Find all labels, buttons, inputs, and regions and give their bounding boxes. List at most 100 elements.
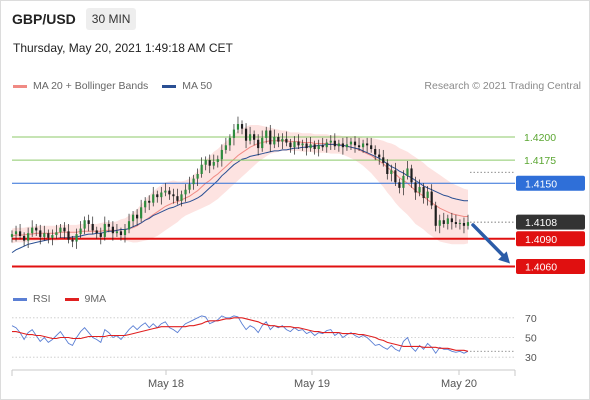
timeframe-badge[interactable]: 30 MIN [85,8,137,30]
candle-body [79,228,82,235]
legend-item-bollinger: MA 20 + Bollinger Bands [13,80,148,92]
candle-body [43,233,46,237]
support-label: 1.4090 [525,234,557,246]
legend-label-bollinger: MA 20 + Bollinger Bands [33,80,149,92]
pivot-label: 1.4150 [525,178,557,190]
candle-body [402,175,405,188]
candle-body [321,145,324,148]
resistance-label: 1.4175 [524,155,556,167]
candle-body [148,200,151,203]
candle-body [414,182,417,193]
candle-body [212,161,215,166]
support-label: 1.4060 [525,262,557,274]
candle-body [39,230,42,237]
candle-body [462,223,466,226]
candle-body [450,218,453,223]
candle-body [281,138,284,142]
candle-body [47,233,50,238]
projection-arrow-head [498,251,510,264]
chart-header: GBP/USD 30 MIN [12,8,137,30]
candle-body [87,220,90,224]
candle-body [83,220,86,229]
candle-body [35,227,38,231]
candle-body [349,141,353,145]
candle-body [394,170,397,183]
candle-body [382,157,385,163]
candle-body [329,140,332,143]
research-credit: Research © 2021 Trading Central [424,80,581,92]
support-tag [516,231,585,247]
candle-body [410,168,413,183]
candle-body [99,233,102,237]
candle-body [152,194,155,203]
candle-body [51,235,54,238]
candle-body [111,226,114,234]
symbol-title: GBP/USD [12,11,76,27]
candle-body [224,145,227,150]
candle-body [341,143,345,148]
candle-body [317,145,320,150]
candle-body [269,130,272,145]
candle-body [248,134,252,141]
legend-item-rsi: RSI [13,293,51,305]
candle-body [168,190,171,195]
candle-body [140,207,143,219]
candle-body [438,220,441,226]
candle-body [131,214,135,222]
candle-body [232,129,236,138]
candle-body [466,222,470,226]
candle-body [261,137,264,149]
ma50-swatch [162,84,177,88]
candle-body [172,194,175,197]
candle-body [345,144,349,148]
bollinger-swatch [13,84,27,88]
candle-body [164,190,167,193]
candle-body [297,141,300,146]
candle-body [285,138,288,143]
candle-body [220,149,223,160]
candle-body [208,160,211,166]
candle-body [257,139,260,149]
candle-body [71,239,74,242]
candle-body [216,159,219,162]
candle-body [59,227,62,233]
candle-body [240,124,244,129]
support-tag [516,259,585,274]
candle-body [442,220,445,224]
candle-body [244,128,248,141]
rsi-tick-label: 30 [525,352,537,364]
candle-body [337,143,340,147]
projection-arrow-shaft [471,223,508,261]
candle-body [366,143,369,146]
candle-body [434,205,437,226]
candle-body [107,223,110,227]
candle-body [390,170,393,174]
x-axis-tick-label: May 18 [148,378,184,390]
resistance-label: 1.4200 [524,132,556,144]
price-legend: MA 20 + Bollinger Bands MA 50 [13,80,226,92]
candle-body [103,223,106,237]
candle-body [14,231,18,235]
candle-body [313,144,316,150]
candle-body [446,218,449,224]
rsi-tick-label: 50 [525,333,537,345]
candle-body [192,178,195,185]
rsi-line [11,315,469,354]
x-axis-tick-label: May 19 [294,378,330,390]
candle-body [289,142,292,148]
candle-body [156,194,159,198]
candle-body [228,137,232,146]
candle-body [265,130,268,138]
candle-body [253,134,256,140]
candle-body [236,124,240,130]
candle-body [204,160,207,165]
candle-body [23,235,26,241]
legend-label-ma50: MA 50 [182,80,213,92]
candle-body [135,214,139,219]
candle-body [18,231,22,236]
candle-body [458,223,462,225]
rsi-tick-label: 70 [525,313,537,325]
candle-body [418,186,421,193]
candle-body [184,189,187,195]
